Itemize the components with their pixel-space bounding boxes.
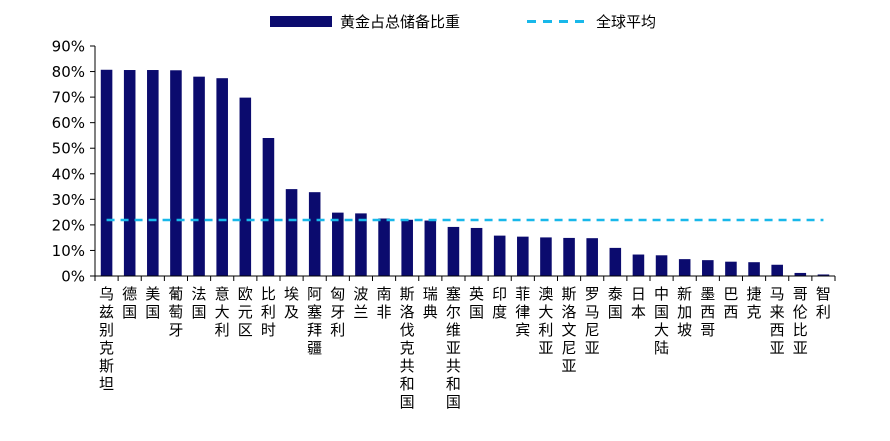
x-category-label: 捷克 [747,285,762,321]
bar-18 [493,235,506,276]
x-category-label: 德国 [122,285,137,321]
bar-7 [239,97,252,276]
bar-17 [470,227,483,276]
legend-swatch-bar [270,16,332,27]
x-axis: 乌兹别克斯坦德国美国葡萄牙法国意大利欧元区比利时埃及阿塞拜疆匈牙利波兰南非斯洛伐… [94,275,836,411]
x-category-label: 马来西亚 [770,285,785,357]
legend: 黄金占总储备比重 全球平均 [270,13,656,31]
bar-series [100,69,830,277]
bar-26 [678,259,691,276]
x-category-label: 埃及 [284,285,299,321]
x-category-label: 乌兹别克斯坦 [99,285,114,393]
x-category-label: 印度 [492,285,507,321]
y-tick-label: 50% [52,140,85,158]
x-category-label: 斯洛伐克共和国 [400,285,415,411]
x-category-label: 罗马尼亚 [585,285,600,357]
x-category-label: 波兰 [353,285,368,321]
y-tick-label: 70% [52,89,85,107]
x-category-label: 葡萄牙 [168,285,183,339]
y-tick-label: 0% [61,268,85,286]
x-category-label: 阿塞拜疆 [307,285,322,357]
bar-4 [170,70,182,277]
bar-29 [748,262,760,276]
bar-32 [817,274,830,276]
x-category-label: 澳大利亚 [538,285,553,357]
bar-2 [123,70,136,277]
x-category-label: 英国 [469,285,484,321]
bar-6 [216,78,228,276]
y-tick-label: 10% [52,242,85,260]
bar-11 [332,212,344,276]
x-category-label: 泰国 [608,285,623,321]
x-category-label: 智利 [816,285,831,321]
x-category-label: 斯洛文尼亚 [562,285,577,375]
bar-3 [147,70,159,277]
y-tick-label: 30% [52,191,85,209]
bar-22 [586,238,598,276]
x-category-label: 巴西 [723,285,738,321]
y-tick-label: 60% [52,114,85,132]
x-category-label: 比利时 [261,285,276,339]
bar-19 [517,236,529,276]
bar-21 [563,237,575,276]
bar-1 [100,69,113,277]
bar-28 [725,261,737,276]
x-category-label: 菲律宾 [515,285,530,339]
bar-30 [771,264,783,276]
y-tick-label: 90% [52,38,85,56]
legend-label-bar: 黄金占总储备比重 [340,13,460,31]
y-tick-label: 80% [52,63,85,81]
x-category-label: 瑞典 [423,285,438,321]
y-tick-label: 40% [52,165,85,183]
x-category-label: 日本 [631,285,646,321]
x-category-label: 墨西哥 [700,285,715,339]
bar-16 [447,226,460,276]
bar-20 [540,237,552,276]
bar-15 [424,220,437,276]
y-axis: 0% 10% 20% 30% 40% 50% 60% 70% 80% 90% [52,38,96,286]
bar-31 [794,272,807,276]
bar-5 [193,76,205,277]
bar-25 [655,255,668,276]
x-category-label: 塞尔维亚共和国 [446,285,461,411]
bar-12 [355,213,367,276]
legend-label-average: 全球平均 [596,13,656,31]
bar-9 [285,189,298,276]
x-category-label: 中国大陆 [654,285,669,357]
bar-13 [378,218,390,276]
x-category-label: 欧元区 [238,285,253,339]
y-tick-label: 20% [52,216,85,234]
bar-27 [702,260,714,276]
x-category-label: 法国 [192,285,207,321]
x-category-label: 意大利 [215,285,230,339]
x-category-label: 新加坡 [677,285,692,339]
x-category-label: 南非 [377,285,392,321]
bar-14 [401,219,413,276]
x-category-label: 匈牙利 [330,285,345,339]
bar-24 [632,254,645,276]
x-category-label: 美国 [145,285,160,321]
bar-23 [609,247,622,276]
bar-10 [308,192,321,276]
bar-8 [262,138,275,276]
x-category-label: 哥伦比亚 [793,285,808,357]
